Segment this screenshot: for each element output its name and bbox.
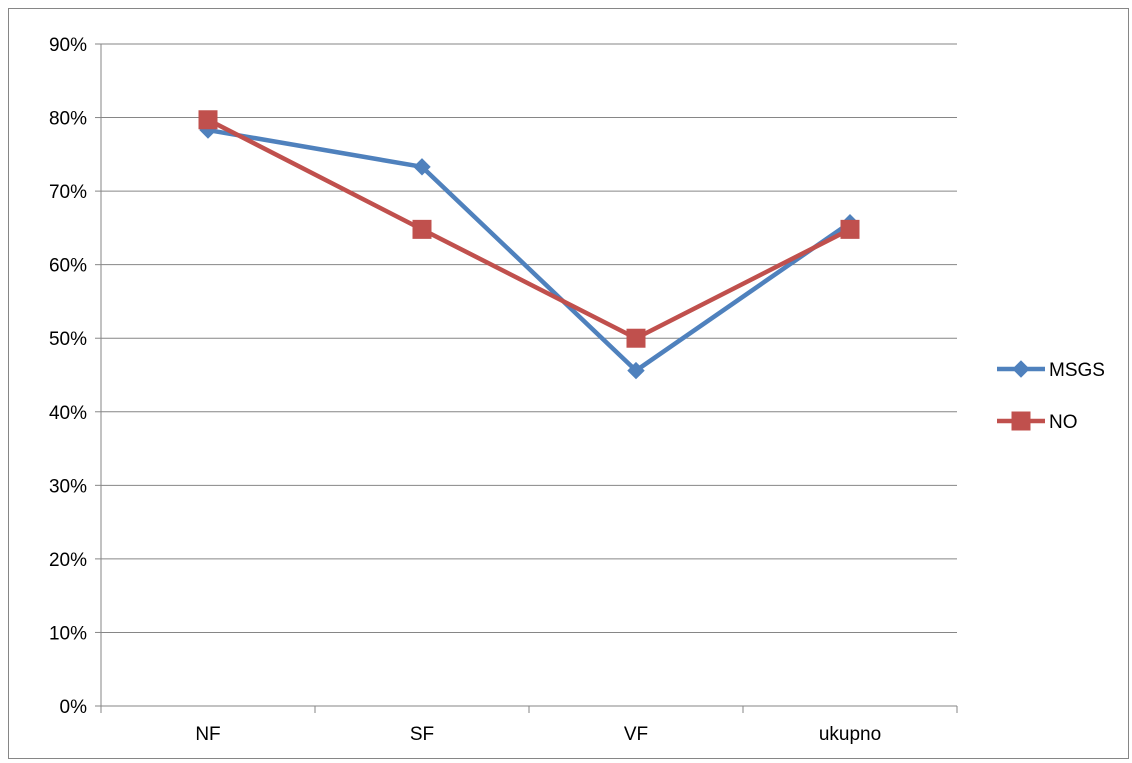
series-line-msgs (205, 127, 853, 373)
chart-frame: 0% 10% 20% 30% 40% 50% 60% 70% 80% 90% NF SF VF ukup… (8, 8, 1129, 759)
series-layer (198, 110, 860, 380)
legend-marker-no (1011, 411, 1031, 431)
data-point-no (626, 328, 646, 348)
x-tick-labels: NF SF VF ukupno (195, 724, 881, 745)
x-tick-label: ukupno (819, 724, 881, 745)
y-tick-label: 20% (49, 550, 87, 571)
y-tick-labels: 0% 10% 20% 30% 40% 50% 60% 70% 80% 90% (49, 35, 87, 718)
data-point-msgs (413, 158, 431, 176)
y-tick-label: 50% (49, 329, 87, 350)
gridlines (101, 43, 957, 633)
legend-marker-msgs (1012, 360, 1030, 378)
y-tick-label: 60% (49, 256, 87, 277)
x-tick-label: NF (195, 724, 220, 745)
data-point-no (840, 219, 860, 239)
y-tick-label: 90% (49, 35, 87, 56)
data-point-msgs (627, 361, 645, 380)
legend-label: NO (1049, 412, 1078, 433)
y-tick-label: 70% (49, 182, 87, 203)
x-tick-label: VF (624, 724, 648, 745)
y-tick-label: 0% (60, 697, 88, 718)
line-chart: 0% 10% 20% 30% 40% 50% 60% 70% 80% 90% NF SF VF ukup… (49, 35, 1105, 745)
y-tick-label: 10% (49, 623, 87, 644)
y-tick-label: 40% (49, 403, 87, 424)
legend: MSGS NO (997, 360, 1105, 433)
y-tick-label: 30% (49, 476, 87, 497)
data-point-no (198, 110, 218, 130)
data-point-no (412, 219, 432, 239)
axes (95, 43, 958, 713)
legend-label: MSGS (1049, 360, 1105, 381)
y-tick-label: 80% (49, 109, 87, 130)
series-line-no (205, 117, 853, 341)
x-tick-label: SF (410, 724, 434, 745)
